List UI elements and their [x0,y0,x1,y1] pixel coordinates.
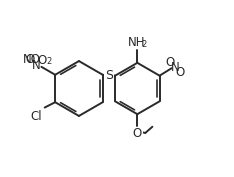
Text: O: O [38,54,47,67]
Text: O: O [165,56,175,69]
Text: NH: NH [128,36,145,49]
Text: 2: 2 [141,40,146,49]
Text: Cl: Cl [30,110,42,123]
Text: O: O [176,66,185,79]
Text: S: S [105,69,113,82]
Text: O: O [133,127,142,140]
Text: NO: NO [23,53,41,66]
Text: N: N [171,61,180,74]
Text: N: N [32,59,40,72]
Text: O: O [25,53,34,66]
Text: 2: 2 [46,58,51,66]
